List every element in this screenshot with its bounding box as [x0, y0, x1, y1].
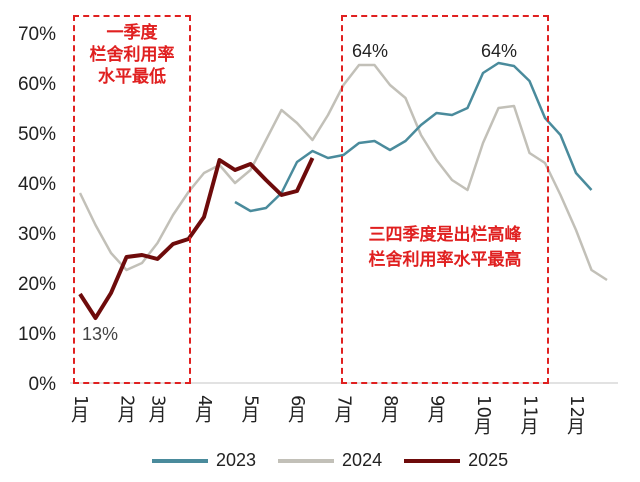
month-number: 3	[147, 395, 169, 407]
legend-label: 2024	[342, 450, 383, 470]
y-tick-label: 10%	[18, 324, 56, 345]
legend: 2023 2024 2025	[152, 450, 530, 471]
month-number: 6	[287, 395, 308, 407]
month-number: 4	[194, 395, 215, 407]
legend-item-2025: 2025	[404, 450, 508, 471]
month-unit: 月	[567, 416, 585, 438]
month-unit: 月	[71, 405, 89, 427]
month-number: 2	[116, 395, 138, 407]
month-number: 9	[426, 395, 448, 407]
series-line-2023	[234, 61, 593, 213]
series-line-2024	[78, 63, 608, 282]
month-unit: 月	[241, 405, 260, 427]
legend-item-2023: 2023	[152, 450, 256, 471]
legend-label: 2025	[468, 450, 509, 470]
data-label-peak-2023: 64%	[481, 41, 518, 61]
month-number: 5	[240, 395, 262, 407]
month-number: 8	[380, 395, 401, 407]
month-unit: 月	[195, 405, 213, 427]
annotation-line: 栏舍利用率水平最高	[368, 250, 522, 270]
y-axis: 0% 10% 20% 30% 40% 50% 60% 70%	[18, 24, 56, 395]
month-unit: 月	[381, 405, 399, 427]
legend-swatch	[152, 458, 208, 463]
q1-highlight-box	[73, 15, 191, 384]
y-tick-label: 0%	[29, 374, 57, 395]
y-tick-label: 70%	[18, 24, 56, 45]
month-unit: 月	[288, 405, 306, 427]
annotation-line: 三四季度是出栏高峰	[368, 225, 522, 245]
annotation-line: 水平最低	[98, 67, 166, 87]
month-unit: 月	[148, 405, 167, 427]
month-unit: 月	[427, 405, 446, 427]
legend-label: 2023	[216, 450, 257, 470]
y-tick-label: 50%	[18, 124, 56, 145]
month-unit: 月	[520, 416, 539, 438]
month-number: 1	[70, 395, 91, 407]
q3q4-annotation: 三四季度是出栏高峰 栏舍利用率水平最高	[342, 223, 548, 273]
month-number: 7	[333, 395, 355, 407]
legend-swatch	[278, 458, 335, 463]
series-lines	[78, 61, 608, 320]
y-tick-label: 20%	[18, 274, 56, 295]
x-tick-label: 12 月	[561, 395, 591, 438]
x-tick-label: 11 月	[515, 395, 545, 438]
y-tick-label: 40%	[18, 174, 56, 195]
month-unit: 月	[117, 405, 136, 427]
q1-annotation: 一季度 栏舍利用率 水平最低	[74, 22, 190, 88]
month-number: 12	[566, 395, 587, 418]
legend-swatch	[404, 458, 461, 463]
annotation-line: 一季度	[106, 23, 158, 43]
data-label-peak-2024: 64%	[352, 41, 389, 61]
y-tick-label: 60%	[18, 74, 56, 95]
q3q4-highlight-box	[341, 15, 549, 384]
month-number: 11	[519, 395, 541, 418]
legend-item-2024: 2024	[278, 450, 382, 471]
data-label-min-2025: 13%	[82, 324, 119, 344]
month-unit: 月	[334, 405, 353, 427]
month-number: 10	[473, 395, 494, 418]
x-tick-label: 10 月	[468, 395, 498, 438]
y-tick-label: 30%	[18, 224, 56, 245]
annotation-line: 栏舍利用率	[89, 45, 175, 65]
month-unit: 月	[474, 416, 492, 438]
series-line-2025	[78, 157, 315, 320]
